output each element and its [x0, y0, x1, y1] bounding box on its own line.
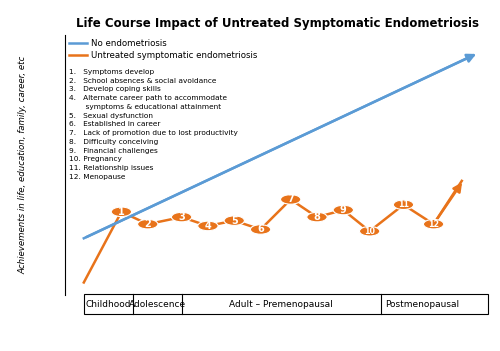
Legend: No endometriosis, Untreated symptomatic endometriosis: No endometriosis, Untreated symptomatic … — [70, 39, 257, 60]
Text: Achievements in life, education, family, career, etc: Achievements in life, education, family,… — [18, 56, 27, 274]
Circle shape — [424, 219, 444, 229]
Circle shape — [138, 219, 158, 229]
Title: Life Course Impact of Untreated Symptomatic Endometriosis: Life Course Impact of Untreated Symptoma… — [76, 17, 479, 30]
Text: 2: 2 — [144, 219, 151, 229]
Circle shape — [224, 216, 244, 225]
Circle shape — [394, 200, 413, 210]
Text: 7: 7 — [288, 194, 294, 204]
Text: 10: 10 — [364, 227, 375, 236]
Text: 1: 1 — [118, 207, 125, 217]
Circle shape — [112, 207, 132, 217]
Text: 6: 6 — [257, 224, 264, 234]
Text: Adult – Premenopausal: Adult – Premenopausal — [230, 300, 333, 309]
Text: 8: 8 — [314, 212, 320, 222]
Circle shape — [172, 212, 192, 222]
Text: 12: 12 — [428, 220, 439, 229]
Text: 1.   Symptoms develop
2.   School absences & social avoidance
3.   Develop copin: 1. Symptoms develop 2. School absences &… — [69, 69, 238, 180]
Circle shape — [198, 221, 218, 231]
Text: 11: 11 — [398, 200, 409, 209]
FancyBboxPatch shape — [84, 294, 488, 314]
Text: 3: 3 — [178, 212, 185, 222]
Text: Postmenopausal: Postmenopausal — [385, 300, 460, 309]
Circle shape — [360, 226, 380, 236]
Circle shape — [333, 205, 353, 215]
Text: Adolescence: Adolescence — [128, 300, 186, 309]
Circle shape — [250, 225, 270, 234]
Text: 5: 5 — [231, 216, 237, 226]
Circle shape — [280, 195, 301, 204]
Text: Childhood: Childhood — [86, 300, 131, 309]
Circle shape — [307, 212, 327, 222]
Text: 4: 4 — [204, 221, 212, 231]
Text: 9: 9 — [340, 205, 346, 215]
